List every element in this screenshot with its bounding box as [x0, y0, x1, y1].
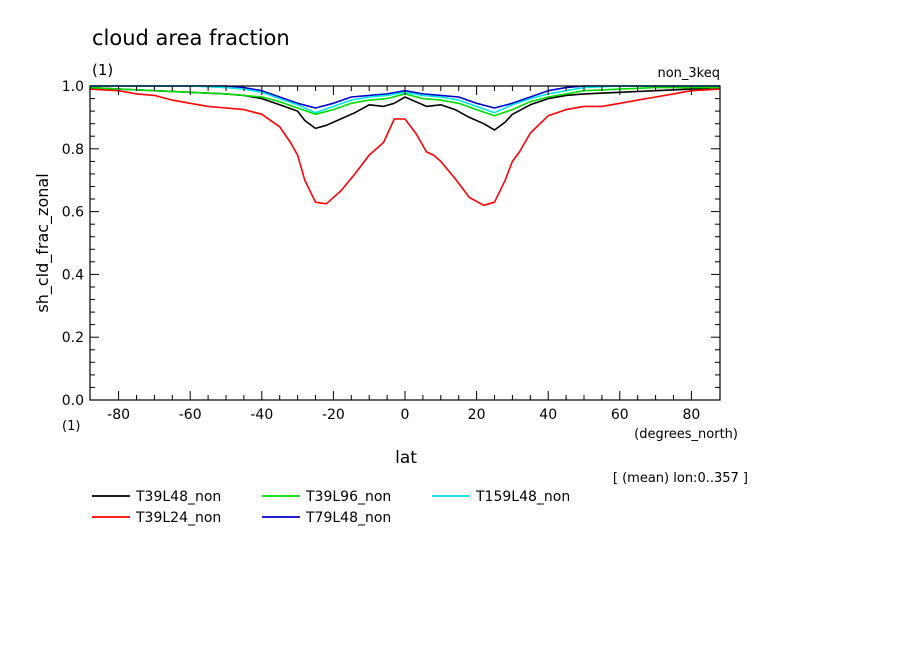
x-tick-label: 20 [468, 407, 486, 423]
x-tick-label: -20 [322, 407, 345, 423]
legend-label: T39L24_non [135, 510, 221, 526]
series-layer [89, 85, 721, 207]
y-tick-label: 0.4 [62, 267, 84, 283]
legend-label: T39L48_non [135, 489, 221, 505]
x-tick-label: 60 [611, 407, 629, 423]
x-tick-label: -40 [250, 407, 273, 423]
series-line-1 [89, 86, 721, 131]
x-tick-label: 40 [539, 407, 557, 423]
legend-label: T79L48_non [305, 510, 391, 526]
y-tick-label: 0.0 [62, 393, 84, 409]
legend-label: T39L96_non [305, 489, 391, 505]
legend: T39L48_non T39L96_non T159L48_non T39L24_no… [92, 489, 570, 526]
x-tick-label: -80 [107, 407, 130, 423]
experiment-label: non_3keq [657, 66, 720, 81]
plot-frame [89, 85, 721, 401]
x-tick-label: 80 [682, 407, 700, 423]
y-tick-label: 0.6 [62, 205, 84, 221]
y-tick-label: 1.0 [62, 79, 84, 95]
y-tick-label: 0.2 [62, 330, 84, 346]
x-axis-label: lat [395, 448, 417, 468]
legend-label: T159L48_non [475, 489, 570, 505]
x-units: (degrees_north) [634, 427, 738, 442]
x-units-left: (1) [62, 419, 80, 434]
chart-title: cloud area fraction [92, 26, 290, 50]
mean-note: [ (mean) lon:0..357 ] [613, 471, 748, 486]
title-units: (1) [92, 61, 113, 79]
y-axis-label: sh_cld_frac_zonal [33, 173, 53, 312]
y-tick-label: 0.8 [62, 142, 84, 158]
x-tick-label: 0 [401, 407, 410, 423]
series-line-2 [89, 88, 721, 207]
axes: -80 -60 -40 -20 0 20 40 60 80 0.0 0.2 0.4 0.6 0.8 1.0 [62, 79, 721, 423]
x-tick-label: -60 [179, 407, 202, 423]
